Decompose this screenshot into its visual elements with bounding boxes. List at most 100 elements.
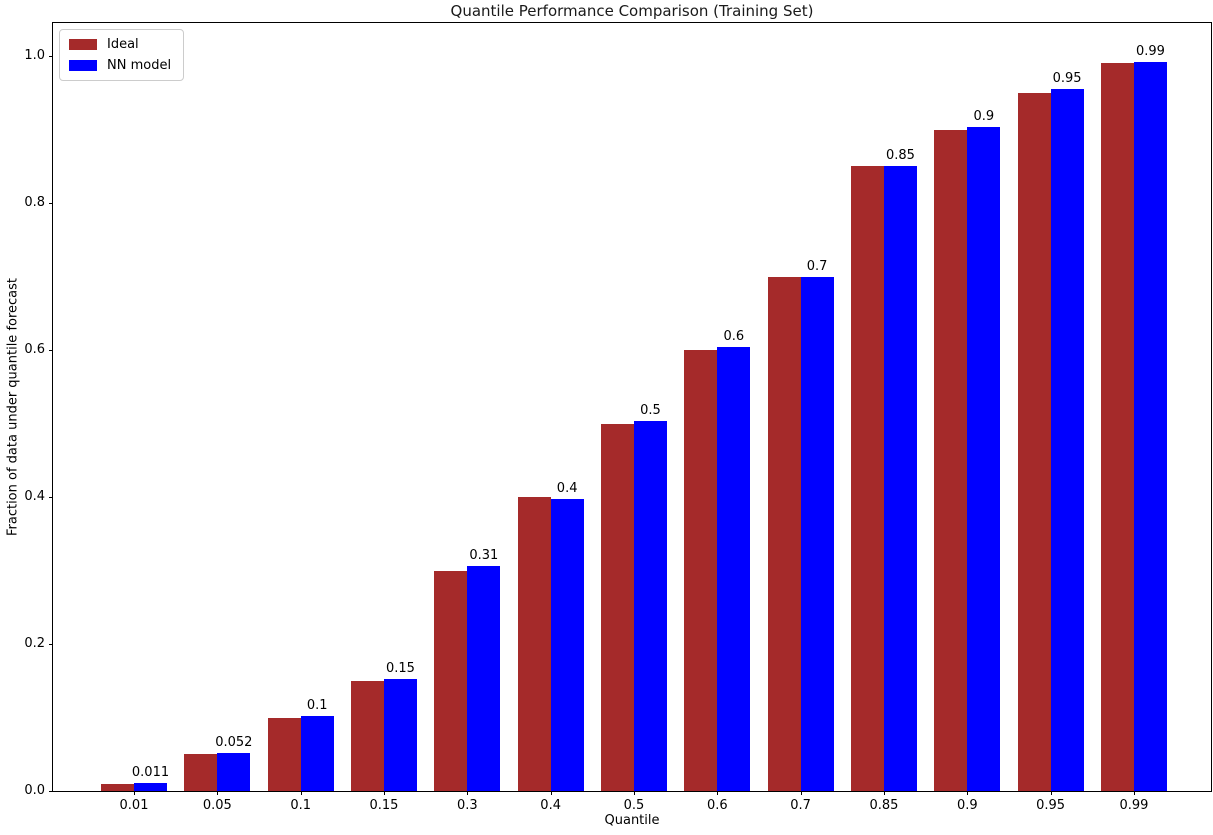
x-tick-mark: [967, 791, 968, 795]
bar-value-label: 0.31: [469, 549, 498, 563]
bar-ideal: [601, 424, 634, 791]
figure: Quantile Performance Comparison (Trainin…: [0, 0, 1213, 835]
bar-group-0.95: 0.950.95: [1018, 23, 1084, 791]
y-tick-mark: [49, 203, 53, 204]
bar-ideal: [184, 754, 217, 791]
bar-ideal: [351, 681, 384, 791]
bar-nn-model: [301, 716, 334, 791]
bar-value-label: 0.7: [807, 260, 828, 274]
y-tick-label: 1.0: [24, 48, 45, 64]
y-axis-label: Fraction of data under quantile forecast: [6, 278, 21, 536]
bar-ideal: [934, 130, 967, 791]
x-tick-mark: [301, 791, 302, 795]
y-tick-mark: [49, 791, 53, 792]
y-tick-label: 0.4: [24, 489, 45, 505]
bar-nn-model: [717, 347, 750, 791]
x-tick-label: 0.1: [290, 798, 311, 813]
x-tick-label: 0.5: [624, 798, 645, 813]
bar-group-0.7: 0.70.7: [768, 23, 834, 791]
x-tick-mark: [467, 791, 468, 795]
legend-label-nn-model: NN model: [107, 58, 171, 73]
bar-nn-model: [384, 679, 417, 791]
bar-nn-model: [1051, 89, 1084, 791]
x-tick-mark: [634, 791, 635, 795]
bar-nn-model: [467, 566, 500, 791]
x-tick-label: 0.3: [457, 798, 478, 813]
x-tick-label: 0.9: [957, 798, 978, 813]
x-tick-mark: [134, 791, 135, 795]
y-tick-label: 0.0: [24, 783, 45, 799]
bar-nn-model: [1134, 62, 1167, 791]
x-tick-label: 0.95: [1036, 798, 1065, 813]
bar-group-0.05: 0.0520.05: [184, 23, 250, 791]
bar-group-0.85: 0.850.85: [851, 23, 917, 791]
bar-group-0.9: 0.90.9: [934, 23, 1000, 791]
y-tick-label: 0.6: [24, 342, 45, 358]
legend: Ideal NN model: [59, 29, 184, 81]
y-tick-mark: [49, 56, 53, 57]
bar-value-label: 0.4: [557, 482, 578, 496]
x-tick-mark: [1134, 791, 1135, 795]
x-tick-mark: [217, 791, 218, 795]
bar-value-label: 0.6: [723, 330, 744, 344]
x-tick-mark: [1051, 791, 1052, 795]
y-tick-mark: [49, 644, 53, 645]
bar-nn-model: [884, 166, 917, 791]
bar-value-label: 0.85: [886, 149, 915, 163]
bar-nn-model: [217, 753, 250, 791]
bars-container: 0.0110.010.0520.050.10.10.150.150.310.30…: [53, 23, 1211, 791]
bar-ideal: [684, 350, 717, 791]
bar-value-label: 0.95: [1053, 72, 1082, 86]
bar-group-0.01: 0.0110.01: [101, 23, 167, 791]
legend-swatch-ideal: [69, 39, 97, 50]
bar-ideal: [101, 784, 134, 791]
x-tick-label: 0.6: [707, 798, 728, 813]
legend-swatch-nn-model: [69, 60, 97, 71]
legend-item-ideal: Ideal: [69, 37, 171, 52]
legend-label-ideal: Ideal: [107, 37, 139, 52]
bar-group-0.5: 0.50.5: [601, 23, 667, 791]
plot-area: 0.0110.010.0520.050.10.10.150.150.310.30…: [52, 22, 1212, 792]
bar-value-label: 0.15: [386, 662, 415, 676]
y-tick-label: 0.2: [24, 636, 45, 652]
bar-ideal: [518, 497, 551, 791]
bar-nn-model: [967, 127, 1000, 791]
x-tick-mark: [551, 791, 552, 795]
legend-item-nn-model: NN model: [69, 58, 171, 73]
x-tick-label: 0.99: [1119, 798, 1148, 813]
x-tick-label: 0.15: [370, 798, 399, 813]
x-tick-label: 0.7: [790, 798, 811, 813]
bar-value-label: 0.9: [973, 110, 994, 124]
y-tick-mark: [49, 350, 53, 351]
bar-nn-model: [634, 421, 667, 791]
bar-group-0.1: 0.10.1: [268, 23, 334, 791]
bar-group-0.99: 0.990.99: [1101, 23, 1167, 791]
x-axis-label: Quantile: [52, 813, 1212, 828]
x-tick-label: 0.01: [120, 798, 149, 813]
x-tick-mark: [717, 791, 718, 795]
bar-ideal: [851, 166, 884, 791]
x-tick-mark: [884, 791, 885, 795]
bar-value-label: 0.5: [640, 404, 661, 418]
bar-value-label: 0.011: [132, 766, 169, 780]
chart-title: Quantile Performance Comparison (Trainin…: [52, 2, 1212, 20]
bar-ideal: [1101, 63, 1134, 791]
bar-ideal: [1018, 93, 1051, 791]
bar-ideal: [268, 718, 301, 791]
bar-group-0.4: 0.40.4: [518, 23, 584, 791]
bar-nn-model: [551, 499, 584, 792]
bar-value-label: 0.1: [307, 699, 328, 713]
x-tick-mark: [801, 791, 802, 795]
bar-group-0.15: 0.150.15: [351, 23, 417, 791]
bar-value-label: 0.99: [1136, 45, 1165, 59]
y-tick-mark: [49, 497, 53, 498]
bar-ideal: [768, 277, 801, 791]
x-tick-label: 0.4: [540, 798, 561, 813]
x-tick-label: 0.85: [869, 798, 898, 813]
y-tick-label: 0.8: [24, 195, 45, 211]
bar-ideal: [434, 571, 467, 791]
bar-group-0.3: 0.310.3: [434, 23, 500, 791]
x-tick-label: 0.05: [203, 798, 232, 813]
bar-nn-model: [134, 783, 167, 791]
bar-group-0.6: 0.60.6: [684, 23, 750, 791]
